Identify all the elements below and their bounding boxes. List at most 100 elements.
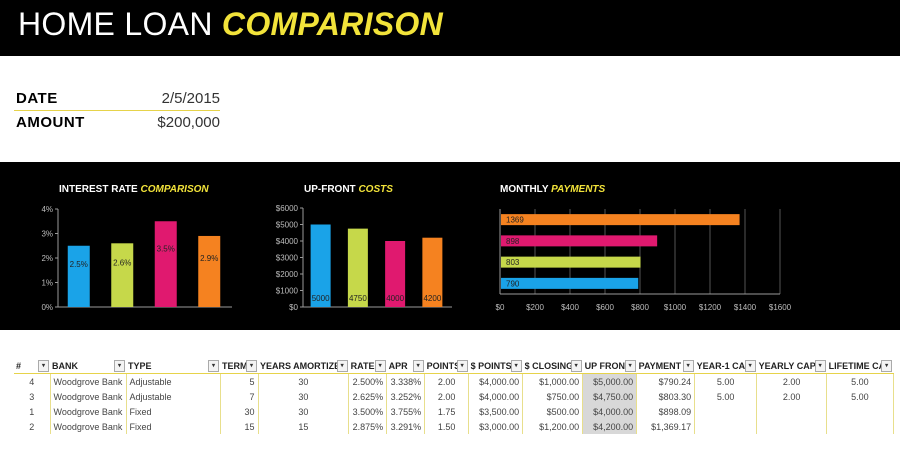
filter-dropdown-icon[interactable]: ▾ bbox=[246, 360, 257, 372]
table-cell[interactable] bbox=[694, 404, 758, 419]
chart-title-payments: MONTHLY PAYMENTS bbox=[500, 184, 606, 195]
table-cell[interactable]: 5.00 bbox=[694, 373, 758, 389]
table-cell[interactable]: $5,000.00 bbox=[582, 373, 638, 389]
table-cell[interactable] bbox=[826, 404, 894, 419]
column-header-label: YEARLY CAP bbox=[758, 360, 816, 371]
table-cell[interactable]: 3.252% bbox=[386, 389, 426, 404]
column-header[interactable]: YEARS AMORTIZED ▾ bbox=[258, 358, 349, 374]
charts-panel: INTEREST RATE COMPARISON UP-FRONT COSTS … bbox=[0, 162, 900, 330]
table-cell[interactable]: $750.00 bbox=[522, 389, 584, 404]
filter-dropdown-icon[interactable]: ▾ bbox=[814, 360, 826, 372]
table-cell[interactable]: 2 bbox=[14, 419, 51, 434]
table-cell[interactable]: 30 bbox=[220, 404, 259, 419]
filter-dropdown-icon[interactable]: ▾ bbox=[570, 360, 582, 372]
table-cell[interactable]: $3,000.00 bbox=[468, 419, 524, 434]
table-cell[interactable]: 1 bbox=[14, 404, 51, 419]
table-cell[interactable]: Adjustable bbox=[126, 389, 221, 404]
date-value[interactable]: 2/5/2015 bbox=[161, 90, 220, 107]
table-cell[interactable]: 2.00 bbox=[424, 373, 470, 389]
column-header[interactable]: # ▾ bbox=[14, 358, 50, 374]
table-cell[interactable]: 30 bbox=[258, 389, 350, 404]
table-cell[interactable]: 5.00 bbox=[694, 389, 758, 404]
filter-dropdown-icon[interactable]: ▾ bbox=[208, 360, 219, 372]
column-header[interactable]: PAYMENT ▾ bbox=[636, 358, 695, 374]
y-tick-label: 3% bbox=[41, 230, 53, 239]
table-cell[interactable]: 2.625% bbox=[348, 389, 388, 404]
column-header[interactable]: BANK ▾ bbox=[50, 358, 126, 374]
table-cell[interactable]: $500.00 bbox=[522, 404, 584, 419]
table-cell[interactable] bbox=[694, 419, 758, 434]
table-cell[interactable]: 3 bbox=[14, 389, 51, 404]
table-cell[interactable]: 4 bbox=[14, 373, 51, 389]
table-cell[interactable]: 30 bbox=[258, 404, 350, 419]
column-header[interactable]: $ POINTS ▾ bbox=[468, 358, 523, 374]
table-cell[interactable]: 15 bbox=[220, 419, 259, 434]
filter-dropdown-icon[interactable]: ▾ bbox=[881, 360, 893, 372]
table-cell[interactable]: Woodgrove Bank bbox=[50, 419, 127, 434]
column-header[interactable]: TERM ▾ bbox=[220, 358, 258, 374]
filter-dropdown-icon[interactable]: ▾ bbox=[456, 360, 468, 372]
filter-dropdown-icon[interactable]: ▾ bbox=[682, 360, 694, 372]
table-cell[interactable]: 5 bbox=[220, 373, 259, 389]
column-header[interactable]: LIFETIME CAP ▾ bbox=[826, 358, 894, 374]
table-cell[interactable]: 3.338% bbox=[386, 373, 426, 389]
table-cell[interactable]: Woodgrove Bank bbox=[50, 389, 127, 404]
table-cell[interactable]: $1,000.00 bbox=[522, 373, 584, 389]
column-header-label: $ CLOSING bbox=[524, 360, 574, 371]
table-cell[interactable] bbox=[756, 404, 828, 419]
table-cell[interactable]: $1,200.00 bbox=[522, 419, 584, 434]
table-cell[interactable]: 2.00 bbox=[424, 389, 470, 404]
column-header[interactable]: TYPE ▾ bbox=[126, 358, 220, 374]
table-cell[interactable] bbox=[826, 419, 894, 434]
column-header[interactable]: $ CLOSING ▾ bbox=[522, 358, 583, 374]
column-header[interactable]: RATE ▾ bbox=[348, 358, 387, 374]
table-cell[interactable]: 30 bbox=[258, 373, 350, 389]
table-cell[interactable]: 3.500% bbox=[348, 404, 388, 419]
filter-dropdown-icon[interactable]: ▾ bbox=[336, 360, 348, 372]
table-cell[interactable]: $803.30 bbox=[636, 389, 696, 404]
filter-dropdown-icon[interactable]: ▾ bbox=[624, 360, 636, 372]
filter-dropdown-icon[interactable]: ▾ bbox=[38, 360, 49, 372]
filter-dropdown-icon[interactable]: ▾ bbox=[744, 360, 756, 372]
table-cell[interactable]: $1,369.17 bbox=[636, 419, 696, 434]
column-header[interactable]: YEARLY CAP ▾ bbox=[756, 358, 827, 374]
table-cell[interactable]: $898.09 bbox=[636, 404, 696, 419]
table-cell[interactable]: Fixed bbox=[126, 419, 221, 434]
amount-value[interactable]: $200,000 bbox=[157, 114, 220, 131]
column-header[interactable]: POINTS ▾ bbox=[424, 358, 469, 374]
table-cell[interactable]: $3,500.00 bbox=[468, 404, 524, 419]
table-cell[interactable]: 1.75 bbox=[424, 404, 470, 419]
table-cell[interactable]: 3.291% bbox=[386, 419, 426, 434]
table-cell[interactable]: Adjustable bbox=[126, 373, 221, 389]
table-cell[interactable]: 2.875% bbox=[348, 419, 388, 434]
table-cell[interactable]: 7 bbox=[220, 389, 259, 404]
table-cell[interactable]: Woodgrove Bank bbox=[50, 404, 127, 419]
table-cell[interactable]: Fixed bbox=[126, 404, 221, 419]
table-cell[interactable]: $4,000.00 bbox=[468, 373, 524, 389]
column-header[interactable]: UP FRONT ▾ bbox=[582, 358, 637, 374]
bar-2 bbox=[347, 228, 368, 307]
table-cell[interactable]: $4,000.00 bbox=[582, 404, 638, 419]
filter-dropdown-icon[interactable]: ▾ bbox=[114, 360, 125, 372]
table-cell[interactable]: $4,200.00 bbox=[582, 419, 638, 434]
table-cell[interactable]: $4,750.00 bbox=[582, 389, 638, 404]
column-header[interactable]: APR ▾ bbox=[386, 358, 425, 374]
column-header[interactable]: YEAR-1 CAP ▾ bbox=[694, 358, 757, 374]
table-cell[interactable]: $4,000.00 bbox=[468, 389, 524, 404]
hbar-1 bbox=[501, 214, 740, 226]
table-cell[interactable]: Woodgrove Bank bbox=[50, 373, 127, 389]
filter-dropdown-icon[interactable]: ▾ bbox=[412, 360, 424, 372]
filter-dropdown-icon[interactable]: ▾ bbox=[510, 360, 522, 372]
table-cell[interactable]: 1.50 bbox=[424, 419, 470, 434]
table-cell[interactable]: 2.00 bbox=[756, 389, 828, 404]
table-cell[interactable]: 3.755% bbox=[386, 404, 426, 419]
x-tick-label: $600 bbox=[596, 303, 614, 312]
table-cell[interactable]: 2.00 bbox=[756, 373, 828, 389]
table-cell[interactable]: 5.00 bbox=[826, 373, 894, 389]
table-cell[interactable]: 5.00 bbox=[826, 389, 894, 404]
filter-dropdown-icon[interactable]: ▾ bbox=[374, 360, 386, 372]
table-cell[interactable] bbox=[756, 419, 828, 434]
table-cell[interactable]: $790.24 bbox=[636, 373, 696, 389]
table-cell[interactable]: 2.500% bbox=[348, 373, 388, 389]
table-cell[interactable]: 15 bbox=[258, 419, 350, 434]
